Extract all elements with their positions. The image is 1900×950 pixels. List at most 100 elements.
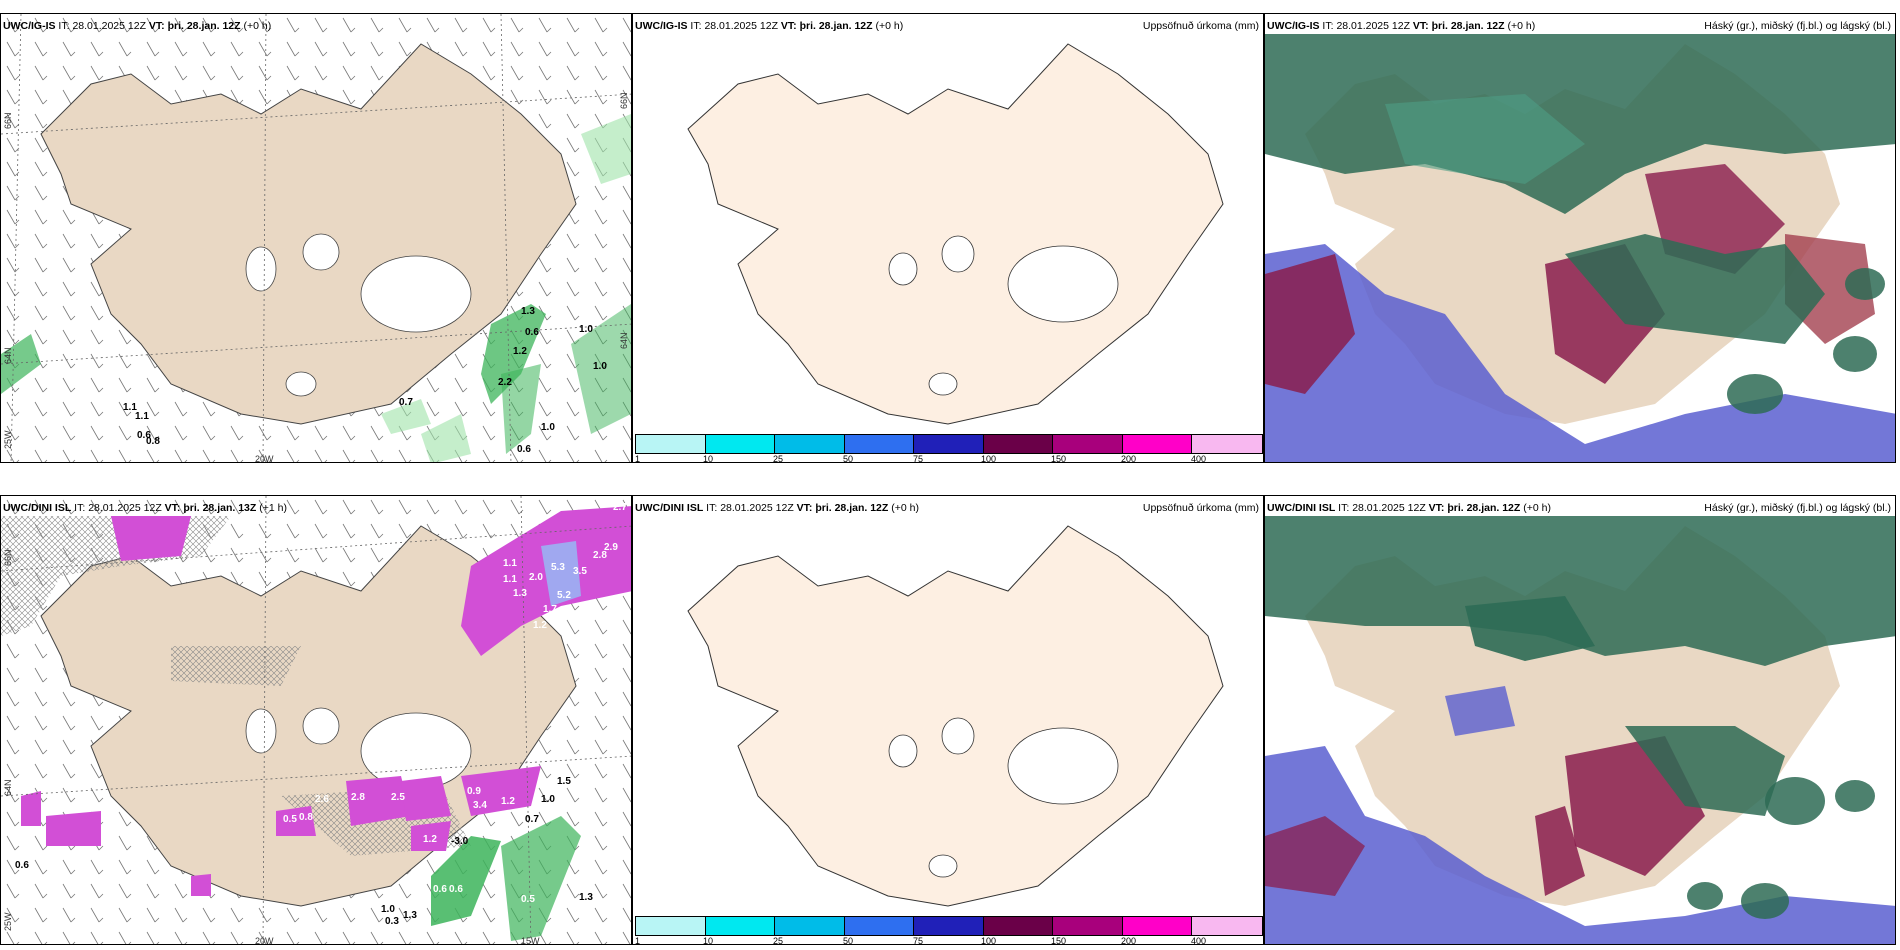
graticule bbox=[1, 525, 631, 572]
precip-area bbox=[481, 304, 546, 404]
panel-bottom-right-cloud-map: UWC/DINI ISL IT: 28.01.2025 12Z VT: þri.… bbox=[1264, 495, 1896, 945]
wind-value: 2.8 bbox=[351, 792, 365, 803]
graticule bbox=[10, 14, 22, 462]
panel-title: UWC/IG-IS IT: 28.01.2025 12Z VT: þri. 28… bbox=[3, 20, 272, 32]
colorbar-swatch bbox=[914, 435, 984, 453]
panel-right-title: Háský (gr.), miðský (fj.bl.) og lágský (… bbox=[1704, 20, 1891, 32]
wind-value: 1.3 bbox=[513, 588, 527, 599]
lat-label: 64N bbox=[3, 347, 13, 364]
precip-area bbox=[461, 766, 541, 816]
precip-area bbox=[346, 776, 411, 826]
wind-value: 1.0 bbox=[381, 904, 395, 915]
graticule bbox=[262, 496, 267, 944]
panel-top-left-wind-map: UWC/IG-IS IT: 28.01.2025 12Z VT: þri. 28… bbox=[0, 13, 632, 463]
colorbar-tick: 400 bbox=[1191, 936, 1207, 945]
wind-value: -3.0 bbox=[451, 836, 469, 847]
lat-label: 66N bbox=[3, 549, 13, 566]
colorbar-swatch bbox=[1053, 435, 1123, 453]
high-cloud-area bbox=[1687, 882, 1723, 910]
colorbar-tick: 150 bbox=[1051, 454, 1067, 463]
precip-area bbox=[411, 821, 451, 851]
wind-value: 0.5 bbox=[521, 894, 535, 905]
wind-value: 0.6 bbox=[15, 860, 29, 871]
lon-label: 20W bbox=[255, 454, 274, 463]
colorbar-swatch bbox=[775, 917, 845, 935]
high-cloud-area bbox=[1265, 516, 1895, 666]
colorbar-tick: 200 bbox=[1121, 454, 1137, 463]
high-cloud-area bbox=[1727, 374, 1783, 414]
panel-title: UWC/IG-IS IT: 28.01.2025 12Z VT: þri. 28… bbox=[635, 20, 904, 32]
wind-value: 1.0 bbox=[541, 422, 555, 433]
wind-value: 0.8 bbox=[146, 436, 160, 447]
high-cloud-area bbox=[1565, 234, 1825, 344]
mid-cloud-area bbox=[1535, 806, 1585, 896]
lat-label: 66N bbox=[3, 112, 13, 129]
lon-label: 15W bbox=[521, 936, 540, 945]
wind-value: 1.2 bbox=[501, 796, 515, 807]
high-cloud-area bbox=[1765, 777, 1825, 825]
lon-label: 25W bbox=[3, 912, 13, 931]
panel-top-right-cloud-map: UWC/IG-IS IT: 28.01.2025 12Z VT: þri. 28… bbox=[1264, 13, 1896, 463]
colorbar-tick: 50 bbox=[843, 454, 854, 463]
wind-value: 1.3 bbox=[521, 306, 535, 317]
graticule bbox=[520, 496, 532, 944]
wind-value: 1.0 bbox=[593, 361, 607, 372]
colorbar-tick: 50 bbox=[843, 936, 854, 945]
lat-label: 64N bbox=[3, 779, 13, 796]
colorbar-swatch bbox=[636, 435, 706, 453]
wind-value: 1.2 bbox=[533, 620, 547, 631]
glacier bbox=[888, 734, 918, 768]
colorbar-tick: 150 bbox=[1051, 936, 1067, 945]
colorbar-tick: 10 bbox=[703, 936, 714, 945]
wind-value: 2.8 bbox=[593, 550, 607, 561]
mid-cloud-area bbox=[1785, 234, 1875, 344]
low-cloud-area bbox=[1445, 686, 1515, 736]
precip-area bbox=[501, 816, 581, 941]
precip-area bbox=[501, 364, 541, 454]
colorbar-swatch bbox=[914, 917, 984, 935]
lon-label: 25W bbox=[3, 430, 13, 449]
wind-value: 1.2 bbox=[513, 346, 527, 357]
glacier bbox=[302, 233, 340, 271]
precip-area bbox=[21, 791, 41, 826]
wind-value: 0.6 bbox=[137, 430, 151, 441]
glacier bbox=[302, 707, 340, 745]
precip-area bbox=[401, 776, 451, 821]
precip-map bbox=[687, 525, 1224, 907]
graticule bbox=[262, 14, 267, 462]
panel-top-middle-precip-map: UWC/IG-IS IT: 28.01.2025 12Z VT: þri. 28… bbox=[632, 13, 1264, 463]
wind-value: 0.3 bbox=[385, 916, 399, 927]
colorbar-swatch bbox=[844, 917, 915, 935]
panel-right-title: Háský (gr.), miðský (fj.bl.) og lágský (… bbox=[1704, 502, 1891, 514]
precip-area bbox=[191, 874, 211, 896]
lon-label: 20W bbox=[255, 936, 274, 945]
colorbar-tick: 400 bbox=[1191, 454, 1207, 463]
panel-right-title: Uppsöfnuð úrkoma (mm) bbox=[1142, 502, 1259, 514]
colorbar-swatch bbox=[1192, 435, 1262, 453]
precip-colorbar bbox=[635, 916, 1263, 936]
glacier bbox=[245, 246, 277, 292]
glacier bbox=[1007, 245, 1119, 323]
precip-area bbox=[276, 806, 316, 836]
graticule bbox=[500, 14, 512, 462]
iceland-landmass bbox=[40, 43, 577, 425]
wind-value: 2.0 bbox=[529, 572, 543, 583]
wind-value: 1.3 bbox=[403, 910, 417, 921]
precip-area bbox=[1, 334, 41, 394]
glacier bbox=[360, 255, 472, 333]
wind-value: 2.9 bbox=[604, 542, 618, 553]
precip-area bbox=[421, 414, 471, 462]
precip-area bbox=[581, 114, 631, 184]
panel-title: UWC/DINI ISL IT: 28.01.2025 12Z VT: þri.… bbox=[635, 502, 919, 514]
colorbar-tick: 100 bbox=[981, 936, 997, 945]
panel-title: UWC/IG-IS IT: 28.01.2025 12Z VT: þri. 28… bbox=[1267, 20, 1536, 32]
colorbar-swatch bbox=[775, 435, 845, 453]
hatched-area bbox=[171, 646, 301, 686]
precip-colorbar bbox=[635, 434, 1263, 454]
colorbar-swatch bbox=[844, 435, 915, 453]
glacier bbox=[928, 854, 958, 878]
wind-value: 5.2 bbox=[557, 590, 571, 601]
glacier bbox=[285, 371, 317, 397]
wind-value: 0.7 bbox=[399, 397, 413, 408]
wind-value: 2.7 bbox=[613, 502, 627, 513]
